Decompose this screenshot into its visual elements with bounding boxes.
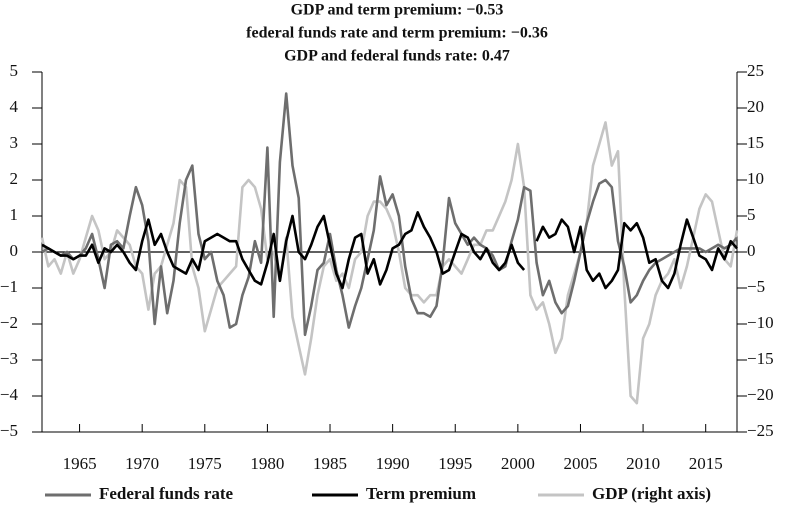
y2-tick-label: 20 [747,97,764,116]
y-tick-label: 2 [10,169,19,188]
y-tick-label: 1 [10,205,19,224]
chart-title: GDP and term premium: −0.53 [291,2,504,19]
y-tick-label: 0 [10,241,19,260]
y2-tick-label: 0 [747,241,756,260]
y2-tick-label: 25 [747,61,764,80]
chart-title: GDP and federal funds rate: 0.47 [284,48,510,65]
x-tick-label: 1990 [376,454,410,473]
legend-label: Term premium [366,484,476,503]
series-line [41,211,738,290]
y2-tick-label: −25 [747,421,774,440]
y2-tick-label: −10 [747,313,774,332]
y2-tick-label: 10 [747,169,764,188]
x-tick-label: 2005 [563,454,597,473]
y-tick-label: −3 [0,349,18,368]
y-tick-label: 3 [10,133,19,152]
y2-tick-label: −15 [747,349,774,368]
chart-title: federal funds rate and term premium: −0.… [246,25,548,42]
legend-label: Federal funds rate [99,484,234,503]
y2-tick-label: 5 [747,205,756,224]
y-tick-label: 5 [10,61,19,80]
x-tick-label: 1995 [438,454,472,473]
x-tick-label: 1965 [63,454,97,473]
x-tick-label: 1985 [313,454,347,473]
x-tick-label: 1970 [125,454,159,473]
x-tick-label: 2000 [501,454,535,473]
y-tick-label: −5 [0,421,18,440]
y-tick-label: −4 [0,385,18,404]
y-tick-label: 4 [10,97,19,116]
y2-tick-label: −20 [747,385,774,404]
x-tick-label: 1980 [250,454,284,473]
y2-tick-label: 15 [747,133,764,152]
x-tick-label: 2015 [689,454,723,473]
y2-tick-label: −5 [747,277,765,296]
y-tick-label: −2 [0,313,18,332]
x-tick-label: 2010 [626,454,660,473]
series-line [40,121,739,405]
legend-label: GDP (right axis) [592,484,711,503]
x-tick-label: 1975 [188,454,222,473]
y-tick-label: −1 [0,277,18,296]
